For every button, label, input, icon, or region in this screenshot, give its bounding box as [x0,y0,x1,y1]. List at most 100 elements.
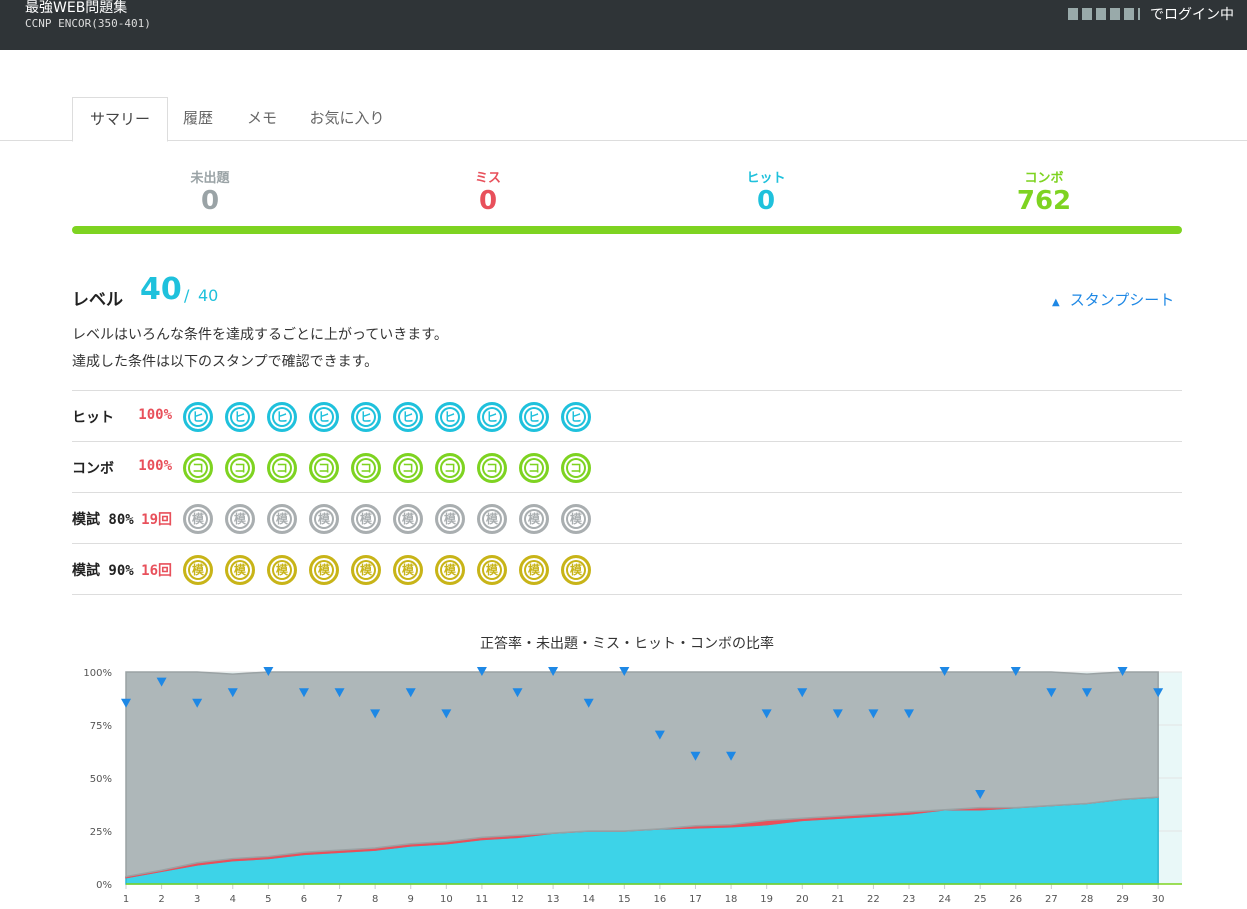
stamp-sheet-link[interactable]: ▲ スタンプシート [1052,289,1174,310]
x-tick-label: 16 [654,894,667,905]
x-tick-label: 15 [618,894,631,905]
row-condition: 19回 [141,512,172,528]
tab-divider [0,140,1247,141]
marker [121,698,131,708]
y-tick-label: 100% [83,668,112,679]
y-tick-label: 25% [90,827,112,838]
marker [939,667,950,676]
stamp: 模 [477,555,507,585]
progress-bar [72,226,1182,234]
row-condition: 16回 [141,563,172,579]
marker [868,709,879,719]
tab[interactable]: 履歴 [182,109,213,127]
stamp: 模 [561,504,591,534]
marker [370,709,381,719]
stat-value: 762 [1016,186,1072,216]
stamp-row: ヒット 100% ヒヒヒヒヒヒヒヒヒヒ [72,390,1182,441]
stamp: ヒ [267,402,297,432]
chart-title: 正答率・未出題・ミス・ヒット・コンボの比率 [480,635,774,652]
stamp: ヒ [561,402,591,432]
stamp: コ [393,453,423,483]
stamp-row: 模試 80% 19回模模模模模模模模模模 [72,492,1182,543]
marker [298,688,309,698]
x-tick-label: 26 [1009,894,1022,905]
stamp: ヒ [309,402,339,432]
stamp: 模 [267,555,297,585]
tab[interactable]: メモ [246,109,277,127]
stamp: 模 [225,504,255,534]
stat-value: 0 [478,186,498,216]
marker [1046,688,1057,698]
stamp: コ [477,453,507,483]
stamp: ヒ [435,402,465,432]
x-tick-label: 4 [230,894,236,905]
description: レベルはいろんな条件を達成するごとに上がっていきます。 [72,327,448,343]
x-tick-label: 3 [194,894,200,905]
tab[interactable]: サマリー [72,97,168,142]
chart: 正答率・未出題・ミス・ヒット・コンボの比率 0%25%50%75%100%1 2 3… [83,635,1182,905]
app-title[interactable]: 最強WEB問題集 [25,0,128,16]
y-tick-label: 0% [96,880,112,891]
x-tick-label: 21 [831,894,844,905]
marker [654,730,665,740]
stamp: 模 [477,504,507,534]
x-tick-label: 20 [796,894,809,905]
stat-value: 0 [200,186,220,216]
marker [761,709,772,719]
marker [441,709,452,719]
stamp: ヒ [519,402,549,432]
tab[interactable]: お気に入り [309,109,385,127]
link-text[interactable]: スタンプシート [1069,291,1175,309]
x-tick-label: 10 [440,894,453,905]
stamp: ヒ [393,402,423,432]
stat-label: ヒット [746,171,786,186]
app-subtitle: CCNP ENCOR(350-401) [25,17,151,30]
stamp: コ [225,453,255,483]
x-tick-label: 29 [1116,894,1129,905]
x-tick-label: 7 [336,894,342,905]
x-tick-label: 6 [301,894,307,905]
stamp: コ [519,453,549,483]
x-tick-label: 17 [689,894,702,905]
stat-label: コンボ [1024,171,1064,186]
marker [1117,667,1128,676]
marker [726,751,737,761]
row-divider [72,594,1182,595]
level-max: 40 [198,286,219,305]
stamp: ヒ [225,402,255,432]
stamp: 模 [393,555,423,585]
stamp: コ [183,453,213,483]
stamp: 模 [267,504,297,534]
stamp: 模 [561,555,591,585]
x-tick-label: 27 [1045,894,1058,905]
marker [156,677,167,687]
row-label: 模試 90% [72,563,134,579]
stamp: コ [267,453,297,483]
x-tick-label: 14 [582,894,595,905]
stamp: 模 [351,555,381,585]
stat-value: 0 [756,186,776,216]
x-tick-label: 13 [547,894,560,905]
marker [975,789,986,799]
stamp: ヒ [351,402,381,432]
y-tick-label: 50% [90,774,112,785]
stamp: 模 [519,555,549,585]
description: 達成した条件は以下のスタンプで確認できます。 [72,354,379,370]
stamp: 模 [309,504,339,534]
x-tick-label: 11 [476,894,489,905]
stamp: コ [309,453,339,483]
stamp: 模 [435,504,465,534]
row-label: 模試 80% [72,512,134,528]
stamp: コ [435,453,465,483]
x-tick-label: 5 [265,894,271,905]
level-separator: / [184,286,190,305]
x-tick-label: 2 [158,894,164,905]
marker [476,667,487,676]
marker [405,688,416,698]
login-status[interactable]: でログイン中 [1150,7,1234,23]
header: 最強WEB問題集 CCNP ENCOR(350-401) でログイン中 [0,0,1247,50]
marker [832,709,843,719]
stamp: ヒ [477,402,507,432]
marker [548,667,559,676]
x-tick-label: 8 [372,894,378,905]
